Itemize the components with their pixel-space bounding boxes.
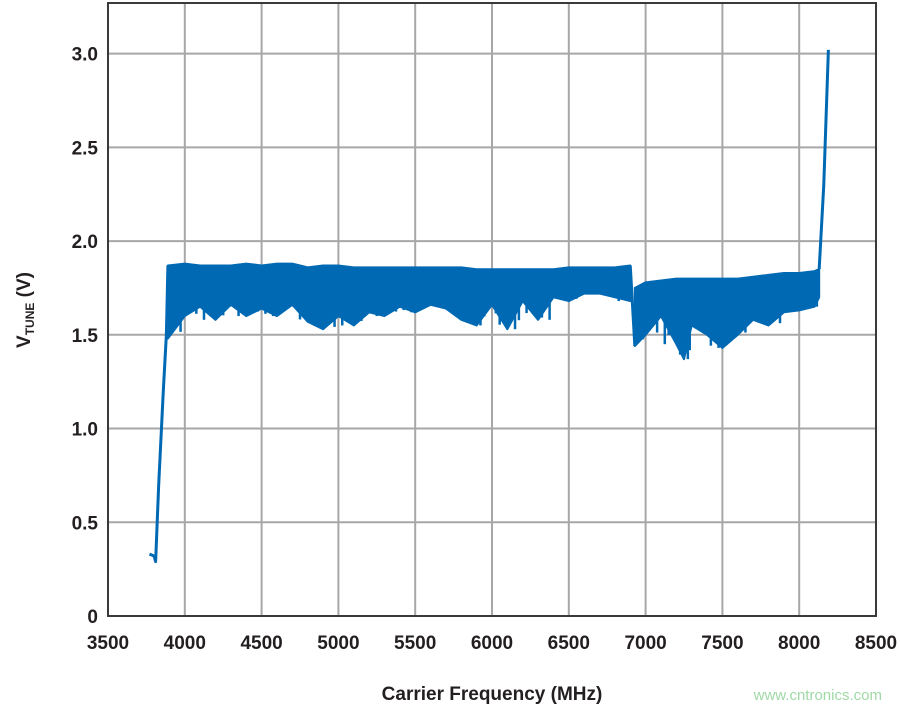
x-tick-label: 4000 — [164, 633, 206, 654]
plot-frame — [107, 2, 877, 617]
x-tick-label: 4500 — [240, 633, 282, 654]
y-tick-label: 2.5 — [72, 138, 99, 159]
x-tick-label: 5500 — [394, 633, 436, 654]
vtune-trace-left — [148, 265, 170, 564]
x-tick-label: 5000 — [317, 633, 359, 654]
watermark: www.cntronics.com — [753, 687, 882, 704]
y-tick-label: 1.0 — [72, 420, 98, 441]
y-tick-label: 2.0 — [72, 232, 98, 253]
y-tick-label: 0 — [87, 607, 98, 628]
vtune-band-transition — [628, 265, 637, 347]
x-tick-label: 6500 — [548, 633, 590, 654]
y-tick-label: 3.0 — [72, 45, 98, 66]
vtune-trace-right — [817, 49, 830, 270]
y-tick-label: 1.5 — [72, 326, 99, 347]
y-tick-label: 0.5 — [72, 513, 99, 534]
y-axis-label: VTUNE (V) — [14, 272, 37, 348]
x-axis-label: Carrier Frequency (MHz) — [382, 684, 603, 705]
x-tick-label: 7500 — [701, 633, 743, 654]
x-tick-label: 6000 — [471, 633, 513, 654]
x-tick-label: 8000 — [778, 633, 820, 654]
vtune-band-low-band — [166, 262, 632, 340]
x-tick-label: 3500 — [87, 633, 129, 654]
x-tick-label: 8500 — [855, 633, 897, 654]
x-tick-label: 7000 — [624, 633, 666, 654]
